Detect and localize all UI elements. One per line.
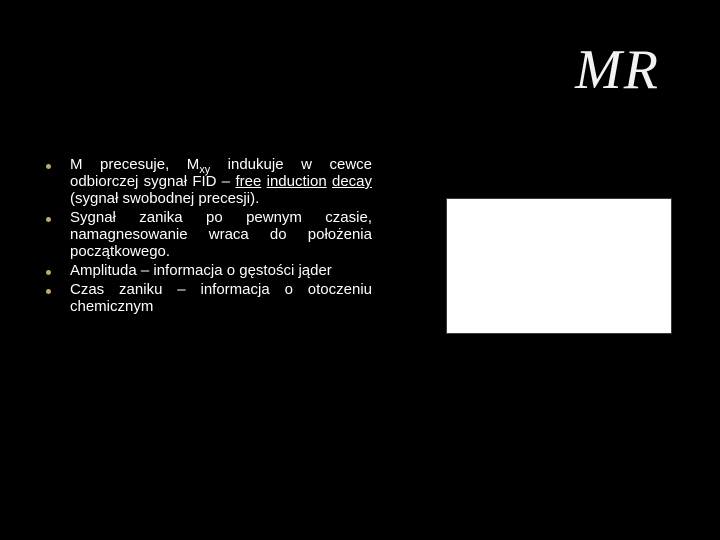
list-item: M precesuje, Mxy indukuje w cewce odbior… — [40, 156, 372, 207]
bullet-text: Amplituda – informacja o gęstości jąder — [70, 262, 332, 279]
bullet-list-container: M precesuje, Mxy indukuje w cewce odbior… — [40, 156, 372, 317]
list-item: Amplituda – informacja o gęstości jąder — [40, 262, 372, 279]
fid-chart — [447, 199, 671, 333]
bullet-text: M precesuje, Mxy indukuje w cewce odbior… — [70, 156, 372, 207]
bullet-list: M precesuje, Mxy indukuje w cewce odbior… — [40, 156, 372, 315]
list-item: Czas zaniku – informacja o otoczeniu che… — [40, 281, 372, 315]
list-item: Sygnał zanika po pewnym czasie, namagnes… — [40, 209, 372, 260]
bullet-text: Sygnał zanika po pewnym czasie, namagnes… — [70, 209, 372, 260]
page-title: MR — [575, 38, 660, 102]
title-text: MR — [575, 39, 660, 101]
fid-figure — [446, 198, 672, 334]
bullet-text: Czas zaniku – informacja o otoczeniu che… — [70, 281, 372, 315]
